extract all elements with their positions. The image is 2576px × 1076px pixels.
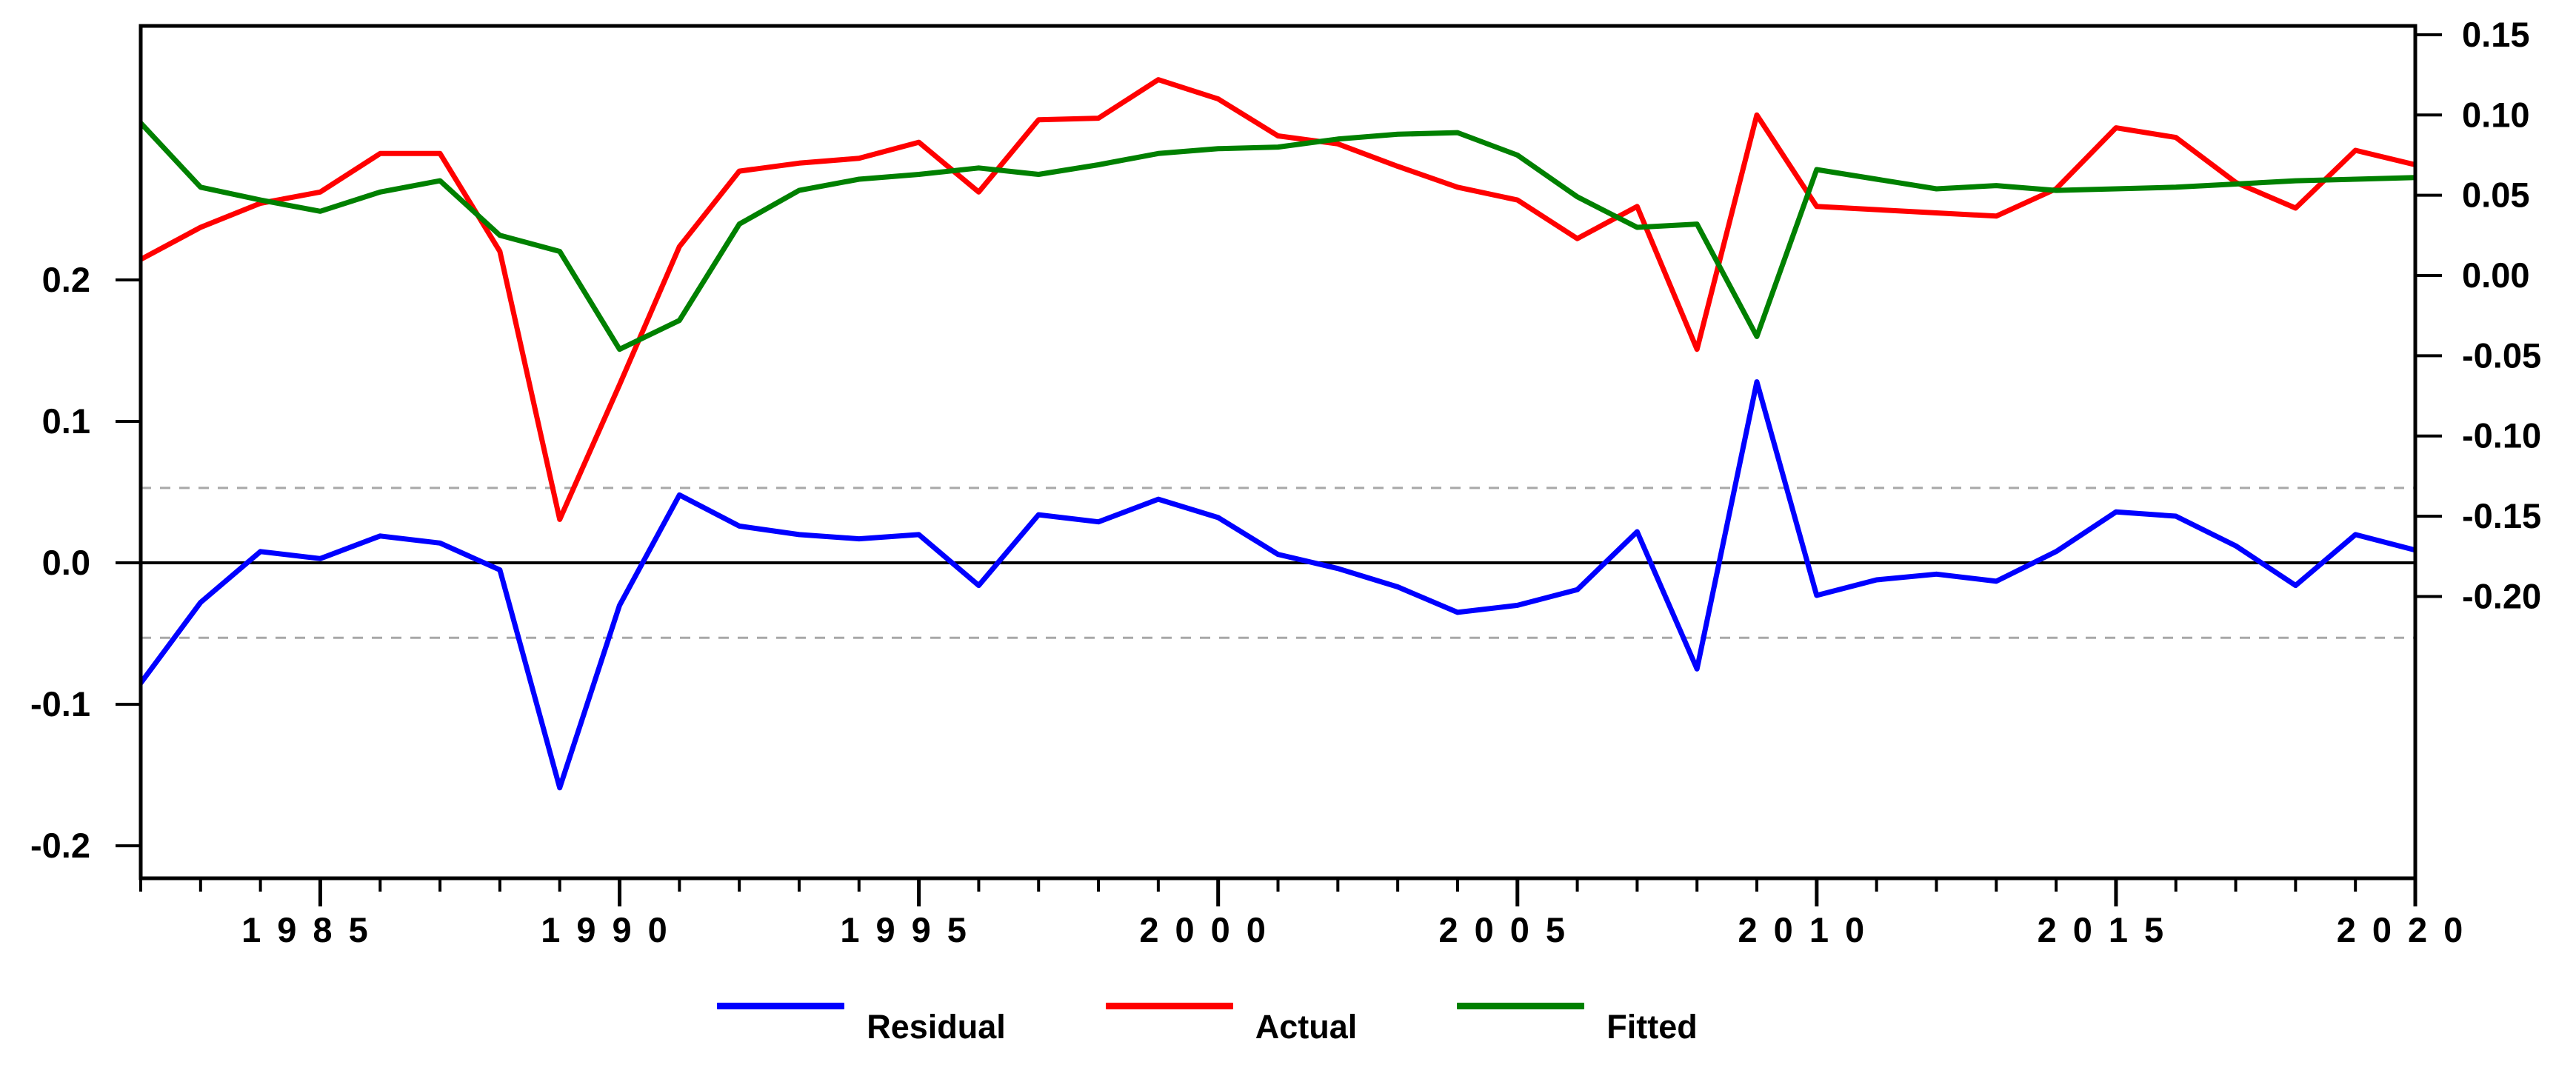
x-axis-year-label: 2010 — [1738, 910, 1881, 949]
x-axis-year-label: 2015 — [2038, 910, 2180, 949]
legend: Residual Actual Fitted — [0, 986, 2415, 1043]
actual-line-swatch — [1105, 1003, 1233, 1009]
left-axis-label: 0.1 — [42, 401, 90, 441]
left-axis-label: -0.2 — [30, 826, 90, 865]
legend-label-residual: Residual — [867, 1008, 1006, 1046]
series-actual-line — [141, 77, 2415, 522]
legend-label-fitted: Fitted — [1606, 1008, 1698, 1046]
right-axis-label: -0.15 — [2462, 496, 2541, 535]
x-axis-year-label: 2000 — [1139, 910, 1282, 949]
legend-item-fitted: Fitted — [1457, 986, 1698, 1046]
residual-line-swatch — [717, 1003, 845, 1009]
x-axis-year-label: 1985 — [241, 910, 384, 949]
series-group — [141, 77, 2415, 791]
x-axis-year-label: 2020 — [2337, 910, 2480, 949]
fitted-line-swatch — [1457, 1003, 1585, 1009]
series-residual-line — [141, 379, 2415, 791]
legend-label-actual: Actual — [1255, 1008, 1358, 1046]
series-fitted-line — [141, 120, 2415, 352]
plot-frame — [139, 24, 2417, 880]
left-axis-label: 0.0 — [42, 543, 90, 582]
left-axis-label: 0.2 — [42, 260, 90, 299]
x-axis-year-label: 1990 — [541, 910, 684, 949]
legend-item-residual: Residual — [717, 986, 1006, 1043]
x-axis-year-label: 1995 — [840, 910, 983, 949]
right-axis-label: -0.20 — [2462, 576, 2541, 615]
x-axis-year-label: 2005 — [1438, 910, 1581, 949]
left-axis-label: -0.1 — [30, 684, 90, 724]
right-axis-label: 0.05 — [2462, 176, 2529, 215]
right-axis-label: 0.00 — [2462, 255, 2529, 295]
right-axis-label: 0.10 — [2462, 95, 2529, 134]
legend-item-actual: Actual — [1105, 986, 1358, 1046]
right-axis-label: -0.10 — [2462, 416, 2541, 455]
right-axis-label: -0.05 — [2462, 335, 2541, 375]
right-axis-label: 0.15 — [2462, 15, 2529, 54]
